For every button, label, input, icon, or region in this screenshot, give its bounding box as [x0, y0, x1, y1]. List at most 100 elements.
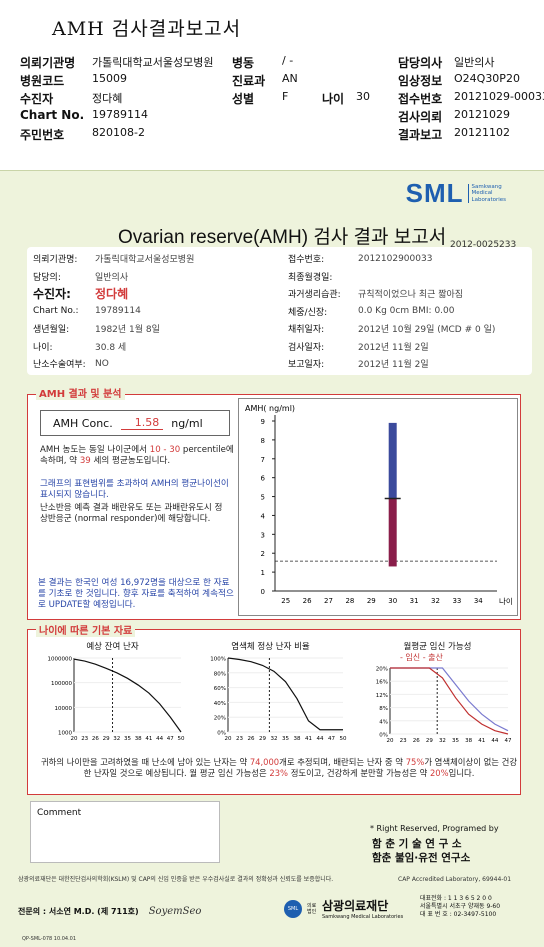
foundation-name: 삼광의료재단: [322, 899, 389, 913]
mini-series-line: [390, 667, 509, 735]
mini-x-tick: 35: [282, 736, 289, 742]
info-key: 과거생리습관:: [288, 290, 341, 301]
header-k3: 임상정보: [398, 74, 443, 88]
contact-3: 대 표 번 호 : 02-3497-5100: [420, 911, 497, 918]
y-tick-label: 8: [261, 437, 265, 445]
mini-x-tick: 41: [305, 736, 312, 742]
header-k2b: 나이: [322, 92, 345, 106]
header-k3: 결과보고: [398, 128, 443, 142]
logo-sub-3: Laboratories: [471, 196, 506, 203]
amh-chart-panel: AMH( ng/ml) 0 1 2 3 4 5 6 7 8 9 25 26 27 28 29 30 31 32 33 3…: [238, 398, 518, 616]
mini-x-tick: 32: [113, 736, 120, 742]
mini-x-tick: 38: [294, 736, 301, 742]
x-tick-label: 30: [388, 597, 397, 605]
info-key: 채취일자:: [288, 325, 325, 336]
info-value: 30.8 세: [95, 342, 127, 353]
y-tick-label: 7: [261, 456, 265, 464]
header-k1: Chart No.: [20, 108, 85, 122]
header-v1: 가톨릭대학교서울성모병원: [92, 56, 214, 69]
mini-x-tick: 26: [248, 736, 255, 742]
contact-2: 서울특별시 서초구 양재동 9-60: [420, 903, 501, 910]
info-row: 담당의: 일반의사: [33, 268, 263, 286]
info-row: 채취일자: 2012년 10월 29일 (MCD # 0 일): [288, 320, 528, 338]
mini-x-tick: 32: [271, 736, 278, 742]
normal-egg-chart: 100% 80% 60% 40% 20% 0%20 23 26 29 32 35 38 41 44 47 50: [210, 657, 347, 743]
header-row: 주민번호 820108-2 결과보고 20121102: [20, 124, 530, 142]
mini-x-tick: 44: [317, 736, 324, 742]
info-row: Chart No.: 19789114: [33, 303, 263, 321]
header-row: 병원코드 15009 진료과 AN 임상정보 O24Q30P20: [20, 70, 530, 88]
info-value: 일반의사: [95, 272, 129, 283]
info-value: 가톨릭대학교서울성모병원: [95, 255, 195, 266]
info-value: 규칙적이었으나 최근 짧아짐: [358, 290, 464, 301]
mini-y-tick: 100000: [51, 681, 72, 687]
mini-series-line: [73, 658, 182, 733]
foundation-en: Samkwang Medical Laboratories: [322, 914, 404, 920]
mini-x-tick: 50: [178, 736, 185, 742]
mini3-title: 월평균 임신 가능성: [403, 642, 472, 652]
note1-c: 세의 평균농도입니다.: [93, 456, 171, 466]
info-row: 체중/신장: 0.0 Kg 0cm BMI: 0.00: [288, 303, 528, 321]
info-key: 체중/신장:: [288, 307, 328, 318]
y-tick-label: 0: [261, 588, 265, 596]
mini-x-tick: 20: [71, 736, 78, 742]
mini-y-tick: 1000: [58, 731, 72, 737]
mini-x-tick: 47: [328, 736, 335, 742]
header-k3: 검사의뢰: [398, 110, 443, 124]
basic-section-title: 나이에 따른 기본 자료: [36, 622, 136, 637]
header-v2b: 30: [356, 90, 370, 103]
x-tick-label: 32: [431, 597, 440, 605]
mini-x-tick: 23: [236, 736, 243, 742]
signature: SoyemSeo: [148, 906, 202, 917]
info-key: 보고일자:: [288, 360, 325, 371]
sum-s7: 입니다.: [448, 767, 475, 778]
info-value: 2012102900033: [358, 253, 433, 264]
info-row: 나이: 30.8 세: [33, 338, 263, 356]
contact-block: 대표전화 : 1 1 3 6 5 2 0 0 서울특별시 서초구 양재동 9-6…: [420, 895, 500, 919]
header-v2: AN: [282, 72, 298, 85]
info-value: NO: [95, 358, 109, 369]
mini-x-tick: 23: [400, 738, 407, 744]
info-row: 보고일자: 2012년 11월 2일: [288, 355, 528, 373]
sml-logo-text: SML: [405, 178, 464, 208]
sum-birth: 20%: [429, 767, 449, 778]
amh-conc-value: 1.58: [120, 416, 164, 430]
info-key: 의뢰기관명:: [33, 255, 78, 266]
sml-logo-sub: Samkwang Medical Laboratories: [467, 183, 506, 204]
mini-x-tick: 41: [145, 736, 152, 742]
info-value: 정다혜: [95, 287, 129, 302]
header-k3: 접수번호: [398, 92, 443, 106]
range-bar-lower: [388, 498, 397, 567]
mini-x-tick: 38: [465, 738, 472, 744]
rights-text: * Right Reserved, Programed by: [370, 824, 499, 833]
header-v2: F: [282, 90, 289, 103]
info-row: 생년월일: 1982년 1월 8일: [33, 320, 263, 338]
right-info: 접수번호: 2012102900033 최종월경일: 과거생리습관: 규칙적이었으나 최…: [288, 250, 528, 373]
mini-x-tick: 44: [156, 736, 163, 742]
x-tick-label: 29: [367, 597, 376, 605]
sum-preg: 23%: [269, 767, 289, 778]
mini-y-tick: 16%: [376, 680, 388, 686]
info-key: 수진자:: [33, 287, 71, 302]
info-value: 2012년 11월 2일: [358, 360, 429, 371]
header-v1: 19789114: [92, 108, 148, 121]
header-k2: 성별: [232, 92, 255, 106]
amh-note-1: AMH 농도는 동일 나이군에서 10 - 30 percentile에 속하며…: [40, 445, 235, 467]
sum-s2: 개로 추정되며, 배란되는 난자 중: [279, 757, 393, 767]
info-value: 2012년 10월 29일 (MCD # 0 일): [358, 325, 496, 336]
mini-y-tick: 12%: [376, 693, 388, 699]
sum-s3: 약: [395, 757, 404, 767]
comment-box: Comment: [30, 801, 220, 863]
sum-s4: 가 염색체이상이 없는 건강한 난자일 것으로 예상됩니다. 월 평균 임신 가…: [83, 757, 518, 778]
header-k1: 병원코드: [20, 74, 65, 88]
report-title: Ovarian reserve(AMH) 검사 결과 보고서: [118, 227, 447, 248]
mini-y-tick: 40%: [214, 701, 226, 707]
header-v3: 20121029-00033: [454, 90, 544, 103]
mini-x-tick: 20: [225, 736, 232, 742]
mini-x-tick: 50: [340, 736, 347, 742]
foundation-name-wrap: 삼광의료재단 Samkwang Medical Laboratories: [322, 897, 403, 920]
info-row: 의뢰기관명: 가톨릭대학교서울성모병원: [33, 250, 263, 268]
form-code: QP-SML-078 10.04.01: [22, 936, 77, 942]
